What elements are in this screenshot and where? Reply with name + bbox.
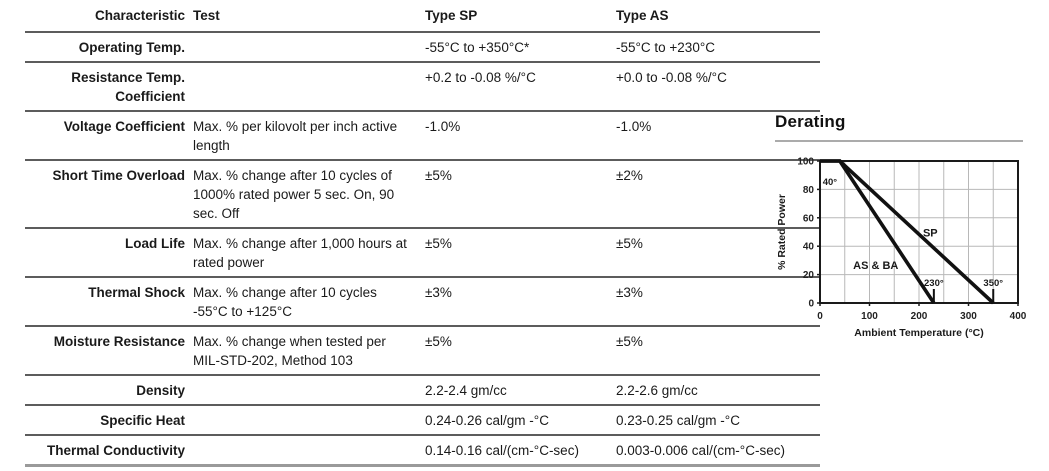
test-cell xyxy=(193,435,425,467)
y-tick-label: 20 xyxy=(803,270,815,281)
as-cell: ±5% xyxy=(616,228,820,278)
derating-chart: 0 100 200 300 400 0 20 40 60 80 100 Ambient Tempera… xyxy=(776,157,1027,340)
as-cell: 0.23-0.25 cal/gm -°C xyxy=(616,405,820,436)
spec-table: Characteristic Test Type SP Type AS Oper… xyxy=(25,3,820,467)
x-tick-label: 200 xyxy=(911,311,928,322)
sp-cell: ±5% xyxy=(425,326,616,376)
col-header-test: Test xyxy=(193,3,425,33)
chart-title: Derating xyxy=(775,112,846,131)
spec-table-section: Characteristic Test Type SP Type AS Oper… xyxy=(25,3,820,467)
x-axis-title: Ambient Temperature (°C) xyxy=(854,327,983,339)
annotation-label: 40° xyxy=(823,177,838,188)
y-tick-label: 100 xyxy=(797,157,814,168)
test-cell: Max. % change after 10 cycles of 1000% r… xyxy=(193,160,425,229)
y-tick-label: 60 xyxy=(803,213,815,224)
characteristic-cell: Thermal Shock xyxy=(25,277,193,327)
characteristic-cell: Moisture Resistance xyxy=(25,326,193,376)
test-cell xyxy=(193,375,425,406)
table-row: Operating Temp. -55°C to +350°C* -55°C to … xyxy=(25,32,820,63)
end-temp-label: 230° xyxy=(924,278,944,289)
test-cell: Max. % per kilovolt per inch active leng… xyxy=(193,111,425,161)
col-header-type-as: Type AS xyxy=(616,3,820,33)
test-cell: Max. % change after 10 cycles -55°C to +… xyxy=(193,277,425,327)
as-cell: ±3% xyxy=(616,277,820,327)
x-tick-label: 0 xyxy=(817,311,823,322)
table-row: Load Life Max. % change after 1,000 hours… xyxy=(25,228,820,278)
series-line-sp xyxy=(820,159,995,305)
x-tick-label: 300 xyxy=(960,311,977,322)
col-header-type-sp: Type SP xyxy=(425,3,616,33)
as-cell: ±5% xyxy=(616,326,820,376)
characteristic-cell: Short Time Overload xyxy=(25,160,193,229)
x-tick-label: 100 xyxy=(861,311,878,322)
test-cell xyxy=(193,32,425,63)
y-tick-label: 0 xyxy=(808,299,814,310)
table-row: Voltage Coefficient Max. % per kilovolt p… xyxy=(25,111,820,161)
sp-cell: 0.24-0.26 cal/gm -°C xyxy=(425,405,616,436)
test-cell: Max. % change after 1,000 hours at rated… xyxy=(193,228,425,278)
table-row: Short Time Overload Max. % change after 1… xyxy=(25,160,820,229)
header-row: Characteristic Test Type SP Type AS xyxy=(25,3,820,33)
sp-cell: ±3% xyxy=(425,277,616,327)
sp-cell: -1.0% xyxy=(425,111,616,161)
sp-cell: 2.2-2.4 gm/cc xyxy=(425,375,616,406)
test-cell xyxy=(193,62,425,112)
table-row: Moisture Resistance Max. % change when te… xyxy=(25,326,820,376)
sp-cell: +0.2 to -0.08 %/°C xyxy=(425,62,616,112)
x-tick-label: 400 xyxy=(1010,311,1027,322)
sp-cell: ±5% xyxy=(425,160,616,229)
characteristic-cell: Load Life xyxy=(25,228,193,278)
as-cell: -1.0% xyxy=(616,111,820,161)
characteristic-cell: Operating Temp. xyxy=(25,32,193,63)
y-tick-label: 40 xyxy=(803,242,815,253)
as-cell: 0.003-0.006 cal/(cm-°C-sec) xyxy=(616,435,820,467)
as-cell: -55°C to +230°C xyxy=(616,32,820,63)
y-axis-title: % Rated Power xyxy=(776,194,788,270)
characteristic-cell: Resistance Temp. Coefficient xyxy=(25,62,193,112)
table-row: Thermal Shock Max. % change after 10 cycl… xyxy=(25,277,820,327)
series-line-as-ba xyxy=(820,159,936,304)
as-cell: 2.2-2.6 gm/cc xyxy=(616,375,820,406)
spec-table-body: Operating Temp. -55°C to +350°C* -55°C to … xyxy=(25,32,820,467)
characteristic-cell: Density xyxy=(25,375,193,406)
series-label: SP xyxy=(923,227,938,239)
table-row: Thermal Conductivity 0.14-0.16 cal/(cm-°C… xyxy=(25,435,820,467)
characteristic-cell: Voltage Coefficient xyxy=(25,111,193,161)
characteristic-cell: Specific Heat xyxy=(25,405,193,436)
table-row: Resistance Temp. Coefficient +0.2 to -0.0… xyxy=(25,62,820,112)
series-label: AS & BA xyxy=(853,260,898,272)
derating-section: Derating 0 100 200 300 400 0 20 40 60 80 100 Ambien… xyxy=(775,112,1027,348)
spec-table-header: Characteristic Test Type SP Type AS xyxy=(25,3,820,33)
y-tick-label: 80 xyxy=(803,185,815,196)
test-cell xyxy=(193,405,425,436)
col-header-characteristic: Characteristic xyxy=(25,3,193,33)
table-row: Specific Heat 0.24-0.26 cal/gm -°C 0.23-0.… xyxy=(25,405,820,436)
sp-cell: 0.14-0.16 cal/(cm-°C-sec) xyxy=(425,435,616,467)
end-temp-label: 350° xyxy=(983,278,1003,289)
characteristic-cell: Thermal Conductivity xyxy=(25,435,193,467)
as-cell: +0.0 to -0.08 %/°C xyxy=(616,62,820,112)
chart-title-rule xyxy=(775,140,1023,142)
sp-cell: ±5% xyxy=(425,228,616,278)
sp-cell: -55°C to +350°C* xyxy=(425,32,616,63)
test-cell: Max. % change when tested per MIL-STD-20… xyxy=(193,326,425,376)
as-cell: ±2% xyxy=(616,160,820,229)
table-row: Density 2.2-2.4 gm/cc 2.2-2.6 gm/cc xyxy=(25,375,820,406)
